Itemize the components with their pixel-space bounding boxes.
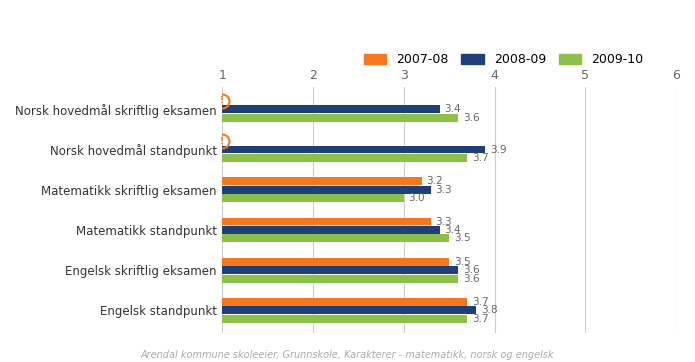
- Text: 3.7: 3.7: [472, 297, 489, 307]
- Text: 3.2: 3.2: [427, 176, 443, 186]
- Text: 3.3: 3.3: [436, 185, 452, 195]
- Bar: [222, 298, 467, 306]
- Text: 3.5: 3.5: [454, 233, 471, 243]
- Bar: [222, 154, 467, 162]
- Bar: [222, 258, 449, 266]
- Text: 3.4: 3.4: [445, 225, 461, 235]
- Text: 3.6: 3.6: [463, 274, 480, 283]
- Text: !: !: [220, 96, 224, 105]
- Bar: [222, 235, 449, 242]
- Text: 3.4: 3.4: [445, 104, 461, 114]
- Text: 3.7: 3.7: [472, 153, 489, 163]
- Legend: 2007-08, 2008-09, 2009-10: 2007-08, 2008-09, 2009-10: [364, 53, 643, 66]
- Text: 3.5: 3.5: [454, 257, 471, 267]
- Text: 3.7: 3.7: [472, 314, 489, 324]
- Bar: [222, 186, 431, 194]
- Bar: [222, 194, 404, 202]
- Text: 3.9: 3.9: [490, 144, 507, 155]
- Text: 3.8: 3.8: [481, 306, 498, 315]
- Bar: [222, 114, 458, 122]
- Text: !: !: [220, 136, 224, 146]
- Text: 3.6: 3.6: [463, 113, 480, 123]
- Bar: [222, 105, 440, 113]
- Bar: [222, 307, 476, 314]
- Bar: [222, 177, 422, 185]
- Bar: [222, 226, 440, 234]
- Text: 3.3: 3.3: [436, 216, 452, 227]
- Text: Arendal kommune skoleeier, Grunnskole, Karakterer - matematikk, norsk og engelsk: Arendal kommune skoleeier, Grunnskole, K…: [140, 350, 555, 360]
- Bar: [222, 146, 485, 153]
- Text: 3.0: 3.0: [408, 193, 425, 203]
- Bar: [222, 315, 467, 323]
- Bar: [222, 218, 431, 226]
- Bar: [222, 275, 458, 283]
- Text: 3.6: 3.6: [463, 265, 480, 275]
- Bar: [222, 266, 458, 274]
